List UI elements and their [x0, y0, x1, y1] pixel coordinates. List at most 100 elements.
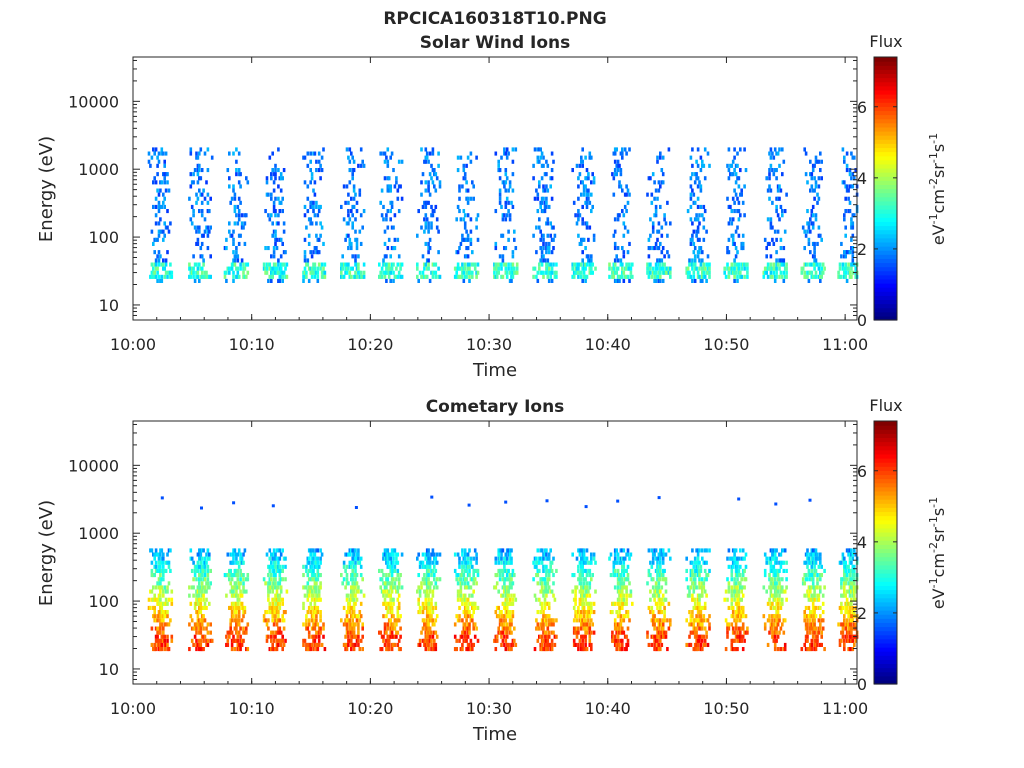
- heatmap-cell: [466, 564, 470, 569]
- heatmap-cell: [196, 585, 200, 590]
- heatmap-cell: [156, 614, 159, 619]
- heatmap-cell: [475, 270, 478, 275]
- heatmap-cell: [571, 573, 574, 578]
- heatmap-cell: [657, 626, 661, 631]
- heatmap-cell: [656, 573, 659, 578]
- heatmap-cell: [427, 642, 430, 647]
- heatmap-cell: [190, 221, 194, 226]
- heatmap-cell: [507, 614, 510, 619]
- heatmap-cell: [584, 642, 587, 647]
- heatmap-cell: [571, 274, 574, 279]
- heatmap-cell: [703, 176, 707, 181]
- heatmap-cell: [653, 626, 656, 631]
- heatmap-cell: [239, 626, 242, 631]
- heatmap-cell: [664, 270, 668, 275]
- heatmap-cell: [691, 568, 694, 573]
- heatmap-cell: [647, 274, 651, 279]
- heatmap-cell: [157, 233, 161, 238]
- heatmap-cell: [623, 192, 627, 197]
- heatmap-cell: [657, 556, 661, 561]
- heatmap-cell: [762, 270, 766, 275]
- heatmap-cell: [236, 605, 240, 610]
- heatmap-cell: [279, 638, 283, 643]
- heatmap-cell: [272, 250, 276, 255]
- heatmap-cell: [553, 270, 557, 275]
- heatmap-cell: [659, 556, 662, 561]
- heatmap-cell: [801, 266, 805, 271]
- heatmap-cell: [472, 581, 475, 586]
- heatmap-cell: [585, 589, 589, 594]
- heatmap-cell: [731, 196, 735, 201]
- heatmap-cell: [397, 577, 401, 582]
- heatmap-cell: [237, 151, 241, 156]
- heatmap-cell: [847, 270, 850, 275]
- heatmap-cell: [386, 246, 390, 251]
- heatmap-cell: [555, 270, 558, 275]
- heatmap-cell: [153, 614, 156, 619]
- heatmap-cell: [421, 564, 425, 569]
- heatmap-cell: [703, 568, 707, 573]
- heatmap-cell: [199, 192, 203, 197]
- heatmap-cell: [428, 626, 432, 631]
- heatmap-cell: [246, 573, 250, 578]
- heatmap-cell: [689, 614, 693, 619]
- heatmap-cell: [547, 568, 551, 573]
- heatmap-cell: [552, 581, 555, 586]
- heatmap-cell: [317, 159, 321, 164]
- heatmap-cell: [345, 630, 349, 635]
- heatmap-cell: [622, 618, 626, 623]
- heatmap-cell: [555, 618, 558, 623]
- heatmap-cell: [200, 568, 204, 573]
- heatmap-cell: [226, 266, 230, 271]
- heatmap-cell: [734, 548, 738, 553]
- heatmap-cell: [807, 221, 811, 226]
- heatmap-cell: [503, 589, 506, 594]
- heatmap-cell: [816, 262, 819, 267]
- heatmap-cell: [535, 573, 538, 578]
- heatmap-cell: [305, 568, 308, 573]
- heatmap-cell: [420, 560, 423, 565]
- plot-frame: [132, 56, 858, 321]
- heatmap-cell: [626, 188, 630, 193]
- heatmap-cell: [240, 605, 244, 610]
- heatmap-cell: [661, 278, 665, 283]
- heatmap-cell: [348, 217, 352, 222]
- heatmap-cell: [494, 274, 498, 279]
- heatmap-cell: [804, 151, 808, 156]
- heatmap-cell: [647, 254, 651, 259]
- heatmap-cell: [612, 638, 616, 643]
- heatmap-cell: [303, 237, 307, 242]
- heatmap-cell: [152, 274, 155, 279]
- heatmap-cell: [389, 622, 392, 627]
- heatmap-cell: [667, 626, 671, 631]
- heatmap-cell: [236, 597, 240, 602]
- heatmap-cell: [352, 159, 356, 164]
- heatmap-cell: [423, 605, 426, 610]
- heatmap-cell: [466, 556, 470, 561]
- heatmap-cell: [547, 204, 551, 209]
- heatmap-cell: [588, 258, 592, 263]
- heatmap-cell: [536, 610, 540, 615]
- heatmap-cell: [546, 221, 550, 226]
- heatmap-cell: [209, 274, 212, 279]
- heatmap-cell: [575, 630, 579, 635]
- heatmap-cell: [654, 204, 658, 209]
- heatmap-cell: [242, 262, 245, 267]
- heatmap-cell: [584, 634, 587, 639]
- heatmap-cell: [354, 560, 357, 565]
- heatmap-cell: [613, 556, 617, 561]
- heatmap-cell: [348, 560, 352, 565]
- heatmap-cell: [580, 262, 583, 267]
- heatmap-cell: [437, 274, 440, 279]
- heatmap-cell: [503, 213, 506, 218]
- heatmap-cell: [307, 622, 311, 627]
- heatmap-cell: [456, 274, 460, 279]
- heatmap-cell: [689, 568, 693, 573]
- heatmap-cell: [156, 155, 159, 160]
- heatmap-cell: [455, 270, 458, 275]
- heatmap-cell: [342, 217, 346, 222]
- heatmap-cell: [358, 618, 362, 623]
- heatmap-cell: [654, 638, 658, 643]
- heatmap-cell: [814, 262, 818, 267]
- heatmap-cell: [771, 151, 774, 156]
